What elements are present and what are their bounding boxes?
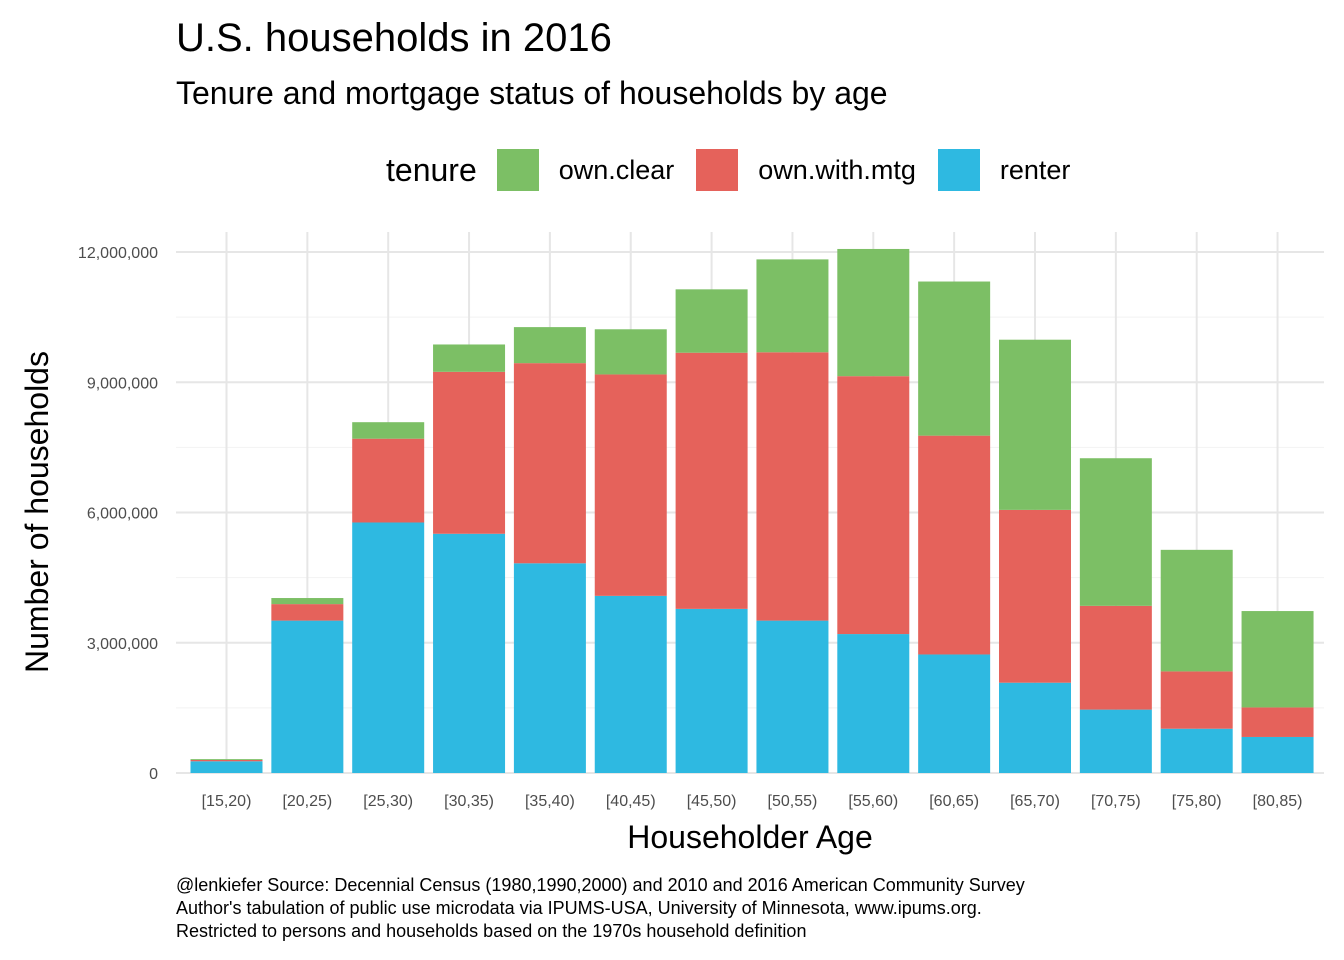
bar-renter: [1241, 736, 1314, 773]
x-tick-label: [20,25): [282, 793, 332, 810]
bar-own-clear: [190, 759, 263, 760]
legend-swatch-renter: [937, 149, 980, 191]
bars: [190, 248, 1314, 773]
bar-own-clear: [271, 598, 344, 605]
legend-label-own-clear: own.clear: [558, 154, 675, 185]
caption: @lenkiefer Source: Decennial Census (198…: [176, 874, 1025, 943]
bar-own-clear: [918, 281, 991, 436]
bar-own-with-mtg: [513, 363, 586, 564]
y-tick-label: 6,000,000: [87, 506, 158, 523]
x-tick-label: [80,85): [1253, 793, 1303, 810]
legend-item-own-clear: own.clear: [496, 149, 675, 191]
legend-swatch-own-clear: [496, 149, 539, 191]
bar-own-with-mtg: [433, 371, 506, 534]
caption-line: @lenkiefer Source: Decennial Census (198…: [176, 875, 1025, 895]
x-tick-label: [55,60): [848, 793, 898, 810]
y-tick-label: 12,000,000: [78, 245, 158, 262]
bar-renter: [1079, 709, 1152, 773]
bar-renter: [513, 563, 586, 773]
x-tick-label: [25,30): [363, 793, 413, 810]
x-tick-label: [70,75): [1091, 793, 1141, 810]
bar-renter: [271, 620, 344, 773]
bar-renter: [352, 522, 425, 773]
legend-label-own-with-mtg: own.with.mtg: [758, 154, 916, 185]
bar-own-with-mtg: [1079, 605, 1152, 710]
bar-own-clear: [756, 259, 829, 353]
bar-renter: [1160, 728, 1233, 773]
x-tick-label: [40,45): [606, 793, 656, 810]
bar-own-clear: [352, 422, 425, 439]
bar-own-with-mtg: [756, 352, 829, 621]
bar-own-with-mtg: [594, 374, 667, 596]
y-tick-label: 3,000,000: [87, 636, 158, 653]
caption-line: Restricted to persons and households bas…: [176, 921, 807, 941]
x-tick-label: [45,50): [687, 793, 737, 810]
bar-renter: [190, 761, 263, 773]
x-tick-label: [50,55): [768, 793, 818, 810]
x-tick-label: [60,65): [929, 793, 979, 810]
bar-renter: [756, 620, 829, 773]
legend-swatch-own-with-mtg: [696, 149, 739, 191]
bar-renter: [837, 634, 910, 773]
bar-own-with-mtg: [1241, 707, 1314, 737]
bar-renter: [918, 654, 991, 773]
caption-line: Author's tabulation of public use microd…: [176, 898, 982, 918]
bar-renter: [594, 595, 667, 773]
bar-own-clear: [594, 329, 667, 375]
x-axis-label: Householder Age: [627, 819, 873, 855]
bar-own-with-mtg: [271, 604, 344, 621]
bar-own-with-mtg: [190, 759, 263, 762]
x-tick-label: [75,80): [1172, 793, 1222, 810]
bar-own-with-mtg: [352, 438, 425, 523]
chart-title: U.S. households in 2016: [176, 16, 612, 60]
bar-own-clear: [433, 344, 506, 372]
bar-own-clear: [837, 248, 910, 377]
bar-own-with-mtg: [999, 509, 1071, 683]
legend-title: tenure: [386, 151, 477, 188]
y-axis-label: Number of households: [19, 351, 55, 673]
bar-own-clear: [1079, 458, 1152, 606]
legend-item-own-with-mtg: own.with.mtg: [696, 149, 916, 191]
bar-own-clear: [675, 289, 748, 353]
bar-renter: [999, 682, 1071, 773]
legend-item-renter: renter: [937, 149, 1071, 191]
legend-label-renter: renter: [999, 154, 1071, 185]
bar-own-clear: [999, 339, 1071, 510]
bar-own-with-mtg: [1160, 671, 1233, 729]
bar-own-clear: [513, 327, 586, 364]
x-tick-label: [65,70): [1010, 793, 1060, 810]
bar-renter: [433, 533, 506, 773]
bar-own-clear: [1160, 549, 1233, 672]
bar-own-with-mtg: [837, 376, 910, 635]
x-tick-label: [30,35): [444, 793, 494, 810]
bar-own-with-mtg: [918, 435, 991, 655]
bar-own-with-mtg: [675, 352, 748, 609]
x-tick-label: [15,20): [202, 793, 252, 810]
axes: 0 3,000,000 6,000,000 9,000,000 12,000,000 [1…: [78, 245, 1303, 810]
bar-own-clear: [1241, 611, 1314, 708]
chart-subtitle: Tenure and mortgage status of households…: [176, 75, 888, 111]
x-tick-label: [35,40): [525, 793, 575, 810]
y-tick-label: 9,000,000: [87, 375, 158, 392]
bar-renter: [675, 608, 748, 773]
y-tick-label: 0: [149, 766, 158, 783]
legend: tenure own.clear own.with.mtg renter: [386, 146, 1092, 194]
